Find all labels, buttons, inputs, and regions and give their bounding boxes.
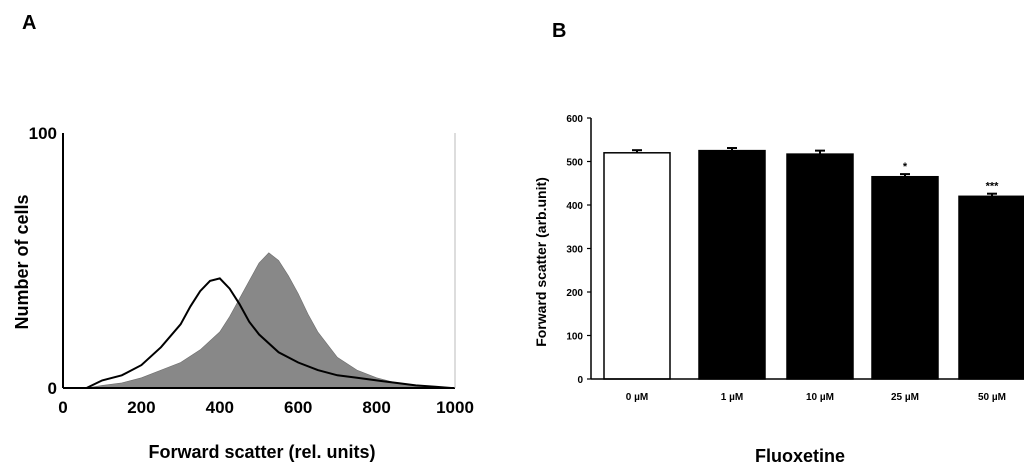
panel-a-x-tick-label: 0 (58, 398, 67, 417)
panel-b-y-tick-label: 300 (566, 245, 583, 256)
significance-marker: * (903, 161, 908, 173)
panel-b-y-tick-label: 400 (566, 201, 583, 212)
bar (958, 195, 1024, 380)
bar (603, 152, 671, 380)
panel-b-y-tick-label: 100 (566, 332, 583, 343)
panel-a-y-tick-label: 0 (48, 379, 57, 398)
bar (698, 149, 766, 380)
panel-b-x-tick-label: 0 µM (626, 392, 648, 403)
panel-b-y-tick-label: 200 (566, 288, 583, 299)
panel-b-y-tick-label: 600 (566, 114, 583, 125)
panel-b-x-tick-label: 50 µM (978, 392, 1006, 403)
bar (871, 175, 939, 380)
panel-a-y-axis-title: Number of cells (12, 194, 32, 329)
significance-marker: *** (986, 181, 1000, 193)
panel-b-x-axis-title: Fluoxetine (755, 446, 845, 466)
panel-b-y-tick-label: 0 (577, 375, 583, 386)
panel-b-x-tick-label: 25 µM (891, 392, 919, 403)
panel-b-y-tick-label: 500 (566, 158, 583, 169)
panel-b-x-tick-label: 1 µM (721, 392, 743, 403)
panel-a-y-tick-label: 100 (29, 124, 57, 143)
panel-a-x-tick-label: 800 (362, 398, 390, 417)
panel-a-x-tick-label: 600 (284, 398, 312, 417)
panel-b-label: B (552, 20, 567, 42)
panel-a-x-tick-label: 1000 (436, 398, 474, 417)
bar (786, 153, 854, 380)
panel-a-x-tick-label: 200 (127, 398, 155, 417)
histogram-line-series (86, 277, 452, 389)
panel-a-x-tick-label: 400 (206, 398, 234, 417)
histogram-filled-series (86, 252, 452, 389)
panel-b-x-tick-label: 10 µM (806, 392, 834, 403)
panel-a-x-axis-title: Forward scatter (rel. units) (148, 442, 375, 462)
panel-b-y-axis-title: Forward scatter (arb.unit) (533, 177, 549, 347)
panel-a-label: A (22, 12, 37, 34)
